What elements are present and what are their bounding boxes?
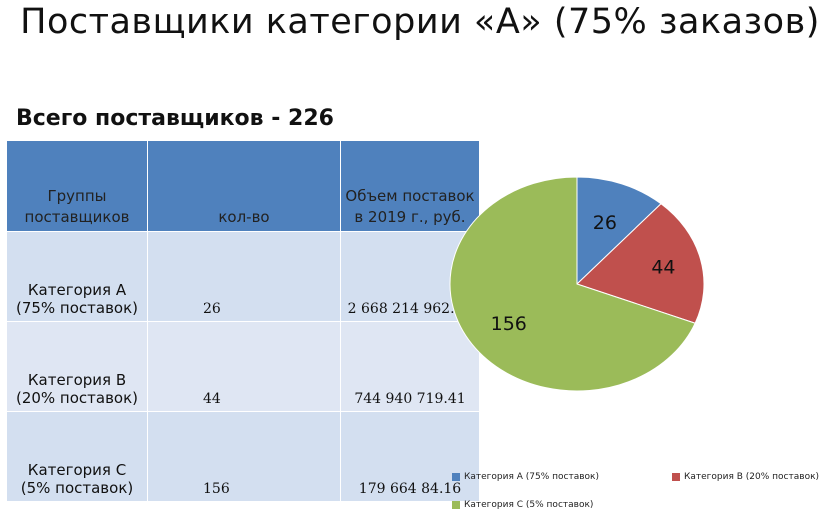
volume-cell: 744 940 719.41 [340,321,480,412]
volume-value: 179 664 84.16 [358,481,462,497]
volume-value: 744 940 719.41 [354,391,466,407]
legend-label-a: Категория А (75% поставок) [464,472,600,482]
legend-item-a: Категория А (75% поставок) [452,472,599,482]
table-row: Категория С (5% поставок) 156 179 664 84… [6,411,480,502]
count-value: 156 [203,481,230,497]
data-label-b: 44 [651,256,675,278]
header-groups: Группы поставщиков [6,140,148,232]
volume-value: 2 668 214 962.39 [347,301,473,317]
data-label-a: 26 [593,212,617,234]
page-title: Поставщики категории «А» (75% заказов) [20,2,820,42]
header-count: кол-во [147,140,341,232]
slice-category-a [576,176,662,286]
volume-cell: 179 664 84.16 [340,411,480,502]
slice-category-b [576,203,705,324]
group-cell: Категория А (75% поставок) [6,231,148,322]
legend-swatch-a [452,473,460,481]
group-cell: Категория С (5% поставок) [6,411,148,502]
count-cell: 156 [147,411,341,502]
count-cell: 44 [147,321,341,412]
legend-item-c: Категория С (5% поставок) [452,500,593,510]
table-row: Категория А (75% поставок) 26 2 668 214 … [6,231,480,322]
table-header-row: Группы поставщиков кол-во Объем поставок… [6,140,480,232]
table-row: Категория В (20% поставок) 44 744 940 71… [6,321,480,412]
count-cell: 26 [147,231,341,322]
data-label-c: 156 [491,313,527,335]
legend-swatch-c [452,501,460,509]
legend-label-c: Категория С (5% поставок) [464,500,594,510]
legend-label-b: Категория В (20% поставок) [684,472,820,482]
count-value: 26 [203,301,221,317]
header-volume: Объем поставок в 2019 г., руб. [340,140,480,232]
slice-category-c [449,176,696,392]
count-value: 44 [203,391,221,407]
suppliers-table: Группы поставщиков кол-во Объем поставок… [6,140,480,502]
group-cell: Категория В (20% поставок) [6,321,148,412]
pie-chart: 26 44 156 [449,176,705,392]
total-suppliers-heading: Всего поставщиков - 226 [16,106,334,131]
legend-swatch-b [672,473,680,481]
legend-item-b: Категория В (20% поставок) [672,472,819,482]
